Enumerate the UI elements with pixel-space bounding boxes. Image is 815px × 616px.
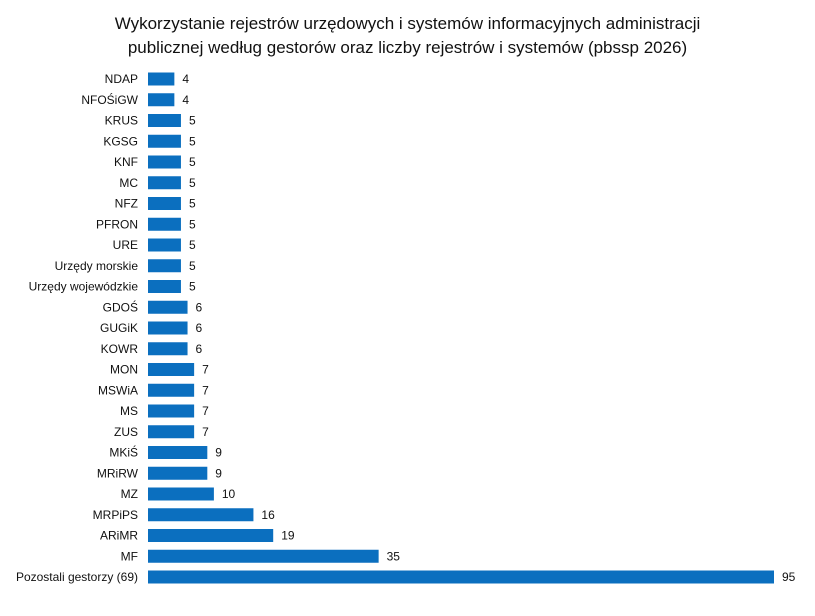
bar (148, 446, 208, 459)
category-label: NFOŚiGW (81, 92, 138, 107)
category-label: KNF (114, 155, 138, 169)
bar (148, 300, 188, 314)
bar (148, 383, 195, 397)
category-label: ARiMR (100, 529, 138, 543)
chart-title-line-2: publicznej według gestorów oraz liczby r… (127, 38, 688, 57)
category-label: ZUS (114, 425, 138, 439)
value-label: 5 (189, 134, 196, 148)
value-label: 5 (189, 259, 196, 273)
bar (148, 342, 188, 356)
category-label: MSWiA (98, 383, 138, 397)
category-label: MS (120, 404, 138, 418)
bar (148, 466, 208, 480)
value-label: 7 (202, 383, 209, 397)
category-label: PFRON (96, 217, 138, 231)
value-label: 6 (196, 300, 203, 314)
bar (148, 570, 774, 584)
value-label: 16 (261, 508, 275, 522)
value-label: 35 (387, 549, 401, 563)
bar (148, 114, 181, 127)
value-label: 7 (202, 363, 209, 377)
category-label: MRPiPS (93, 508, 138, 522)
value-label: 5 (189, 155, 196, 169)
category-label: GDOŚ (103, 299, 138, 314)
bar (148, 93, 175, 107)
bar (148, 549, 379, 563)
bar (148, 238, 181, 252)
value-label: 19 (281, 529, 295, 543)
category-label: MRiRW (97, 466, 139, 480)
value-label: 5 (189, 114, 196, 128)
bar (148, 529, 274, 542)
category-label: MZ (121, 487, 138, 501)
value-label: 5 (189, 238, 196, 252)
bar (148, 425, 195, 439)
bar (148, 176, 181, 190)
bar (148, 155, 181, 169)
value-label: 9 (215, 466, 222, 480)
category-label: MON (110, 363, 138, 377)
value-label: 4 (182, 72, 189, 86)
bar (148, 363, 195, 376)
value-label: 7 (202, 404, 209, 418)
value-label: 10 (222, 487, 236, 501)
bar (148, 508, 254, 522)
bar (148, 321, 188, 335)
category-label: GUGiK (100, 321, 138, 335)
bar (148, 487, 214, 501)
value-label: 5 (189, 197, 196, 211)
value-label: 5 (189, 280, 196, 294)
value-label: 5 (189, 176, 196, 190)
bar (148, 72, 175, 86)
value-label: 7 (202, 425, 209, 439)
category-label: NDAP (105, 72, 138, 86)
category-label: KRUS (105, 114, 138, 128)
bar (148, 197, 181, 210)
category-label: Urzędy wojewódzkie (29, 280, 139, 294)
value-label: 4 (182, 93, 189, 107)
value-label: 95 (782, 570, 796, 584)
category-label: Urzędy morskie (55, 259, 139, 273)
bar (148, 217, 181, 231)
value-label: 6 (196, 342, 203, 356)
bar (148, 259, 181, 273)
chart-title: Wykorzystanie rejestrów urzędowych i sys… (0, 12, 815, 60)
category-label: KOWR (101, 342, 139, 356)
category-label: MKiŚ (109, 445, 138, 460)
category-label: MF (121, 549, 138, 563)
bar (148, 134, 181, 148)
chart-title-line-1: Wykorzystanie rejestrów urzędowych i sys… (114, 14, 701, 33)
value-label: 9 (215, 446, 222, 460)
category-label: NFZ (115, 197, 138, 211)
category-label: URE (113, 238, 138, 252)
value-label: 5 (189, 217, 196, 231)
category-label: MC (119, 176, 138, 190)
bar (148, 280, 181, 293)
value-label: 6 (196, 321, 203, 335)
bar (148, 404, 195, 418)
category-label: KGSG (103, 134, 138, 148)
category-label: Pozostali gestorzy (69) (16, 570, 138, 584)
